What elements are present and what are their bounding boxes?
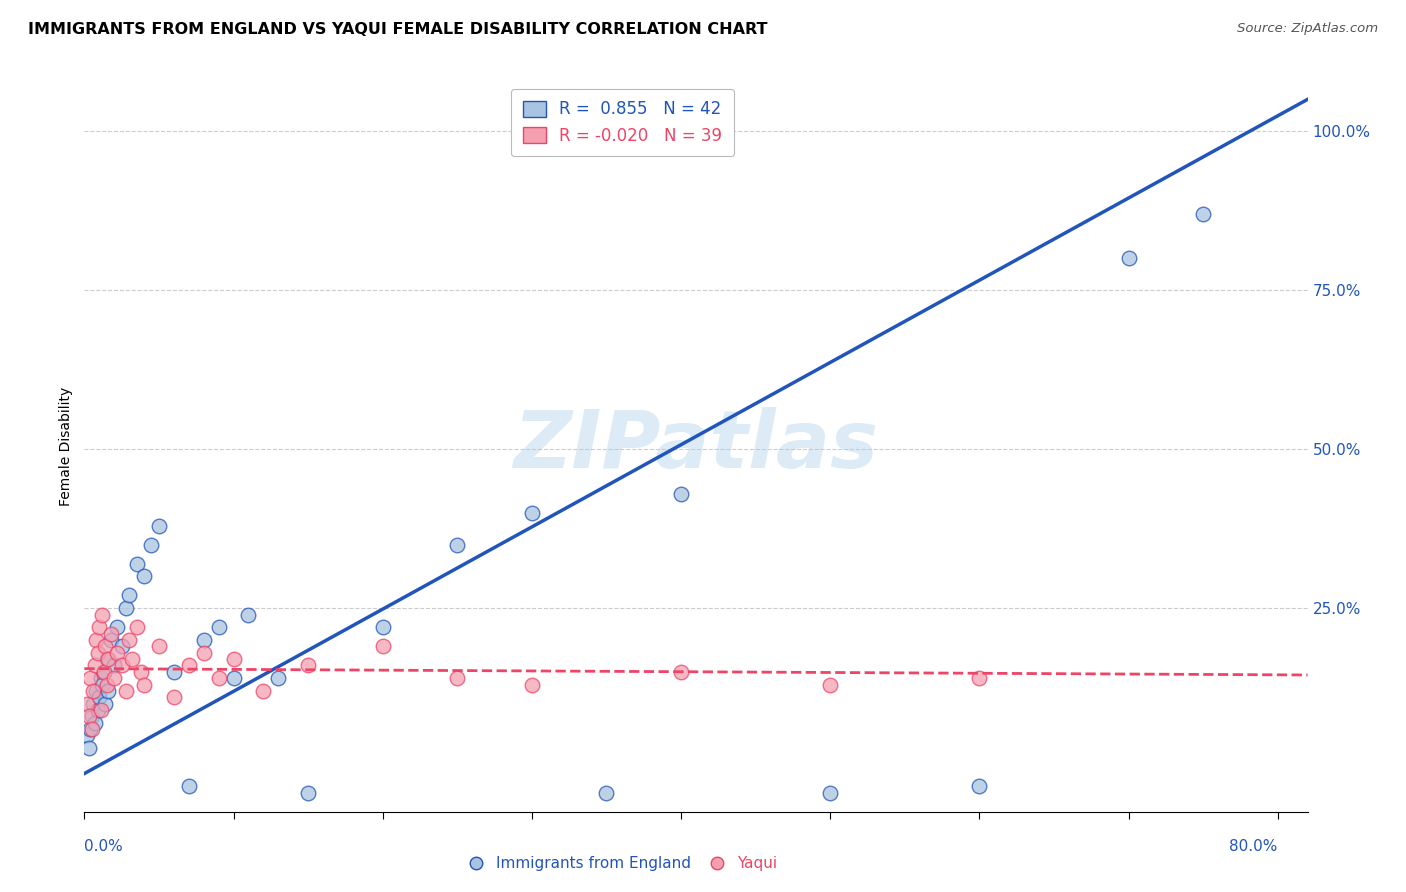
Point — [94, 640, 117, 654]
Text: IMMIGRANTS FROM ENGLAND VS YAQUI FEMALE DISABILITY CORRELATION CHART: IMMIGRANTS FROM ENGLAND VS YAQUI FEMALE … — [28, 22, 768, 37]
Point — [79, 671, 101, 685]
Point — [148, 518, 170, 533]
Point — [82, 684, 104, 698]
Point — [1192, 207, 1215, 221]
Point — [297, 786, 319, 800]
Point — [222, 652, 245, 666]
Point — [163, 665, 186, 679]
Point — [79, 722, 101, 736]
Point — [80, 709, 103, 723]
Point — [969, 671, 991, 685]
Point — [84, 684, 107, 698]
Point — [669, 486, 692, 500]
Text: ZIPatlas: ZIPatlas — [513, 407, 879, 485]
Point — [252, 684, 274, 698]
Point — [520, 677, 543, 691]
Point — [267, 671, 290, 685]
Point — [76, 728, 98, 742]
Point — [520, 506, 543, 520]
Point — [818, 677, 841, 691]
Point — [132, 677, 155, 691]
Text: 0.0%: 0.0% — [84, 839, 124, 855]
Point — [83, 658, 105, 673]
Point — [96, 677, 118, 691]
Point — [118, 589, 141, 603]
Point — [141, 538, 163, 552]
Point — [100, 626, 122, 640]
Point — [77, 741, 100, 756]
Point — [82, 697, 104, 711]
Point — [105, 620, 128, 634]
Point — [93, 665, 115, 679]
Point — [595, 786, 617, 800]
Point — [89, 620, 111, 634]
Point — [77, 709, 100, 723]
Point — [121, 652, 143, 666]
Point — [129, 665, 152, 679]
Point — [89, 690, 111, 705]
Point — [76, 697, 98, 711]
Point — [148, 640, 170, 654]
Point — [238, 607, 260, 622]
Point — [193, 632, 215, 647]
Point — [115, 684, 138, 698]
Point — [669, 665, 692, 679]
Point — [163, 690, 186, 705]
Point — [80, 722, 103, 736]
Point — [207, 671, 229, 685]
Point — [87, 646, 110, 660]
Point — [969, 779, 991, 793]
Point — [207, 620, 229, 634]
Point — [103, 671, 125, 685]
Point — [83, 715, 105, 730]
Point — [371, 620, 394, 634]
Point — [111, 658, 134, 673]
Point — [222, 671, 245, 685]
Text: 80.0%: 80.0% — [1229, 839, 1278, 855]
Point — [91, 607, 114, 622]
Point — [90, 671, 112, 685]
Point — [1118, 252, 1140, 266]
Point — [93, 665, 115, 679]
Point — [297, 658, 319, 673]
Point — [177, 779, 200, 793]
Point — [177, 658, 200, 673]
Point — [371, 640, 394, 654]
Point — [111, 640, 134, 654]
Point — [97, 652, 120, 666]
Legend: Immigrants from England, Yaqui: Immigrants from England, Yaqui — [463, 850, 783, 877]
Point — [100, 632, 122, 647]
Point — [118, 632, 141, 647]
Point — [105, 646, 128, 660]
Point — [125, 620, 148, 634]
Point — [96, 652, 118, 666]
Point — [84, 632, 107, 647]
Point — [132, 569, 155, 583]
Point — [125, 557, 148, 571]
Point — [94, 697, 117, 711]
Point — [90, 703, 112, 717]
Point — [193, 646, 215, 660]
Point — [446, 671, 468, 685]
Point — [87, 703, 110, 717]
Point — [91, 677, 114, 691]
Y-axis label: Female Disability: Female Disability — [59, 386, 73, 506]
Point — [818, 786, 841, 800]
Text: Source: ZipAtlas.com: Source: ZipAtlas.com — [1237, 22, 1378, 36]
Point — [97, 684, 120, 698]
Point — [115, 601, 138, 615]
Point — [446, 538, 468, 552]
Point — [103, 658, 125, 673]
